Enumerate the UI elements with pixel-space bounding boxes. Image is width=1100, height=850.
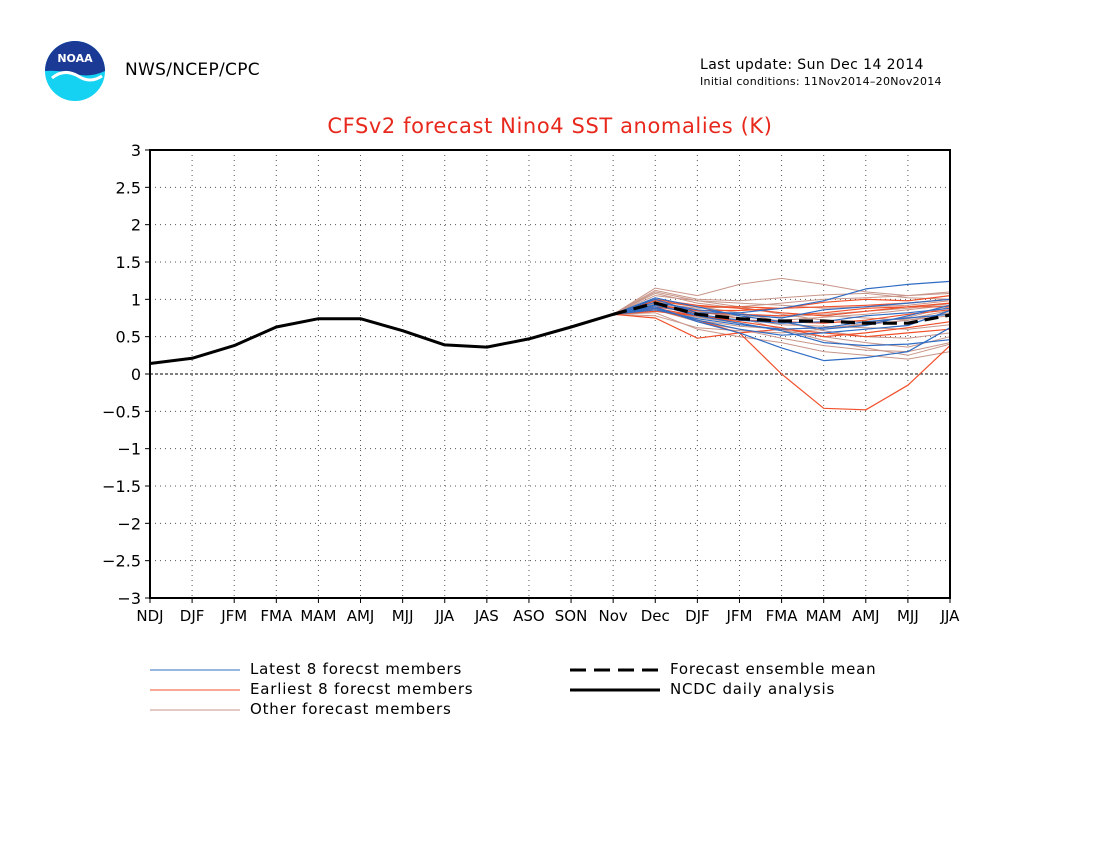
series-line-other (612, 289, 951, 315)
x-tick-label: JFM (220, 607, 247, 625)
x-tick-label: ASO (513, 607, 545, 625)
y-tick-label: 1 (131, 290, 141, 309)
y-tick-label: −0.5 (102, 402, 141, 421)
legend-label: NCDC daily analysis (670, 680, 836, 698)
initial-conditions: Initial conditions: 11Nov2014–20Nov2014 (700, 75, 942, 88)
x-tick-label: JAS (474, 607, 499, 625)
x-tick-label: MJJ (392, 607, 414, 625)
y-tick-label: 0.5 (116, 328, 141, 347)
y-tick-label: 3 (131, 141, 141, 160)
series-line-latest (613, 298, 951, 319)
series-line-earliest (613, 307, 951, 338)
x-tick-label: MAM (806, 607, 842, 625)
y-tick-label: −1 (117, 440, 141, 459)
x-tick-label: MJJ (897, 607, 919, 625)
legend-label: Earliest 8 forecst members (250, 680, 474, 698)
legend-label: Other forecast members (250, 700, 452, 718)
series-line-latest (613, 309, 951, 330)
y-tick-label: −2.5 (102, 552, 141, 571)
x-tick-label: DJF (180, 607, 205, 625)
series-line-latest (613, 304, 951, 324)
y-tick-label: 1.5 (116, 253, 141, 272)
legend-label: Latest 8 forecst members (250, 660, 463, 678)
plot-frame (149, 149, 951, 599)
legend-label: Forecast ensemble mean (670, 660, 877, 678)
series-line-latest (612, 280, 951, 315)
x-tick-label: FMA (766, 607, 799, 625)
y-tick-label: 0 (131, 365, 141, 384)
x-tick-label: JJA (940, 607, 961, 625)
x-tick-label: JFM (725, 607, 752, 625)
x-tick-label: NDJ (136, 607, 163, 625)
y-tick-label: −3 (117, 589, 141, 608)
logo-text: NOAA (57, 52, 93, 65)
x-tick-label: SON (555, 607, 588, 625)
x-tick-label: AMJ (347, 607, 375, 625)
chart-title: CFSv2 forecast Nino4 SST anomalies (K) (327, 114, 773, 138)
series-line-analysis (149, 312, 614, 365)
series-line-mean (612, 301, 951, 325)
y-tick-label: 2 (131, 216, 141, 235)
series-line-other (613, 312, 951, 360)
noaa-logo-icon: NOAA (45, 41, 105, 101)
series-line-other (612, 277, 951, 315)
y-tick-label: 2.5 (116, 178, 141, 197)
x-tick-label: Dec (641, 607, 670, 625)
x-tick-label: AMJ (852, 607, 880, 625)
series-line-other (613, 303, 951, 330)
agency-name: NWS/NCEP/CPC (125, 60, 260, 80)
x-tick-label: DJF (685, 607, 710, 625)
x-tick-label: FMA (260, 607, 293, 625)
y-tick-label: −2 (117, 514, 141, 533)
series-line-other (612, 295, 951, 315)
y-tick-label: −1.5 (102, 477, 141, 496)
x-tick-label: MAM (300, 607, 336, 625)
x-tick-label: Nov (599, 607, 628, 625)
x-tick-label: JJA (434, 607, 455, 625)
last-update: Last update: Sun Dec 14 2014 (700, 57, 924, 73)
